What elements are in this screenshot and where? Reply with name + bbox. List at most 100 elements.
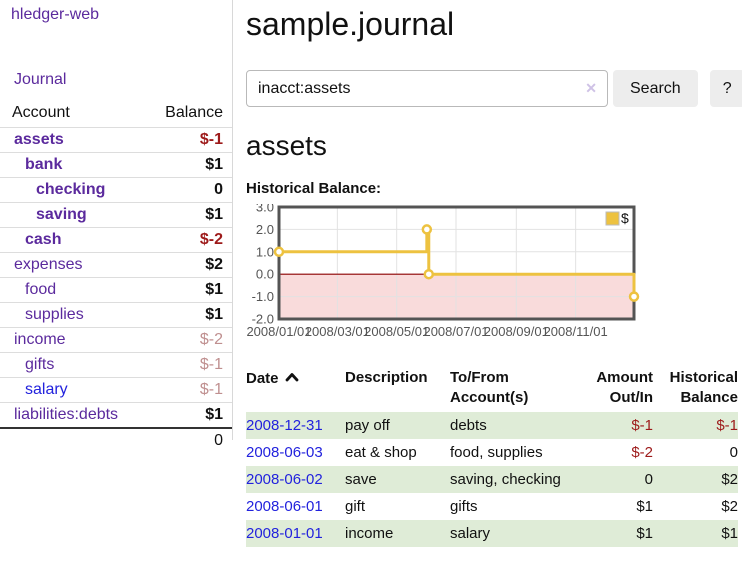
account-row: liabilities:debts $1 xyxy=(0,402,232,429)
svg-text:2008/11/01: 2008/11/01 xyxy=(544,324,608,339)
search-input[interactable] xyxy=(246,70,608,107)
sidebar-account-income[interactable]: income xyxy=(14,331,66,348)
svg-text:2008/01/01: 2008/01/01 xyxy=(246,324,311,339)
account-balance: $2 xyxy=(205,256,223,273)
svg-text:0.0: 0.0 xyxy=(256,267,274,282)
sidebar-account-checking[interactable]: checking xyxy=(36,181,106,198)
sidebar-account-food[interactable]: food xyxy=(25,281,57,298)
account-balance: 0 xyxy=(214,181,223,198)
transaction-description: gift xyxy=(345,498,366,515)
svg-text:2008/07/01: 2008/07/01 xyxy=(423,324,488,339)
transaction-description: income xyxy=(345,525,394,542)
historical-balance-chart: $3.0 2.0 1.0 0.0 -1.0 -2.0 2008/01/01 2008/03/0… xyxy=(246,200,742,349)
transaction-date-link[interactable]: 2008-06-02 xyxy=(246,471,323,488)
sidebar-item-journal[interactable]: Journal xyxy=(14,71,67,88)
transaction-amount: $1 xyxy=(636,525,653,542)
transaction-amount: $-1 xyxy=(631,417,653,434)
transaction-accounts: gifts xyxy=(450,498,478,515)
transaction-balance: $1 xyxy=(721,525,738,542)
svg-text:1.0: 1.0 xyxy=(256,244,274,259)
svg-text:-2.0: -2.0 xyxy=(252,312,274,327)
account-balance: $-2 xyxy=(199,231,223,248)
account-row: assets $-1 xyxy=(0,127,232,153)
transaction-accounts: food, supplies xyxy=(450,444,543,461)
balance-chart-svg: $3.0 2.0 1.0 0.0 -1.0 -2.02008/01/012008/03/0… xyxy=(246,200,640,339)
account-balance: $-2 xyxy=(199,331,223,348)
transaction-date-link[interactable]: 2008-12-31 xyxy=(246,417,323,434)
transaction-accounts: debts xyxy=(450,417,487,434)
account-balance: $1 xyxy=(205,406,223,423)
transaction-accounts: salary xyxy=(450,525,491,542)
account-balance: $-1 xyxy=(199,356,223,373)
accounts-table-header-row: Account Balance xyxy=(0,102,232,128)
account-row: checking 0 xyxy=(0,177,232,203)
account-row: supplies $1 xyxy=(0,302,232,328)
sidebar-account-supplies[interactable]: supplies xyxy=(25,306,84,323)
transaction-description: pay off xyxy=(345,417,390,434)
search-box: ✕ xyxy=(246,70,608,107)
accounts-total-row: 0 xyxy=(0,428,232,453)
sidebar: hledger-web Journal Account Balance asse… xyxy=(0,0,233,449)
register-header-row: Date Description To/From Account(s) Amou… xyxy=(246,366,738,412)
app-title-link[interactable]: hledger-web xyxy=(11,6,100,23)
transaction-date-link[interactable]: 2008-06-01 xyxy=(246,498,323,515)
sidebar-account-expenses[interactable]: expenses xyxy=(14,256,83,273)
account-balance: $1 xyxy=(205,306,223,323)
page-title: sample.journal xyxy=(246,6,455,42)
account-balance: $1 xyxy=(205,156,223,173)
svg-text:2008/09/01: 2008/09/01 xyxy=(484,324,549,339)
accounts-table: Account Balance assets $-1 bank $1 checking 0… xyxy=(0,102,232,453)
svg-text:2008/03/01: 2008/03/01 xyxy=(305,324,370,339)
account-balance: $-1 xyxy=(199,131,223,148)
svg-text:2008/05/01: 2008/05/01 xyxy=(364,324,429,339)
transaction-balance: 0 xyxy=(729,444,738,461)
accounts-header-balance: Balance xyxy=(165,104,223,121)
register-header-date[interactable]: Date xyxy=(246,366,345,412)
transaction-date-link[interactable]: 2008-06-03 xyxy=(246,444,323,461)
transaction-balance: $2 xyxy=(721,498,738,515)
sidebar-account-gifts[interactable]: gifts xyxy=(25,356,55,373)
sidebar-account-salary[interactable]: salary xyxy=(25,381,68,398)
svg-text:$: $ xyxy=(621,210,629,226)
register-header-account: To/From Account(s) xyxy=(450,369,529,406)
sidebar-account-assets[interactable]: assets xyxy=(14,131,64,148)
chart-title: Historical Balance: xyxy=(246,180,382,197)
sidebar-account-liabilities-debts[interactable]: liabilities:debts xyxy=(14,406,119,423)
search-form: ✕ Search ? xyxy=(246,70,742,107)
main-content: sample.journal ✕ Search ? assets Histori… xyxy=(233,0,742,547)
register-header-description: Description xyxy=(345,369,428,386)
register-header-amount: Amount Out/In xyxy=(596,369,653,406)
search-button[interactable]: Search xyxy=(613,70,698,107)
sidebar-account-saving[interactable]: saving xyxy=(36,206,87,223)
account-row: food $1 xyxy=(0,277,232,303)
transaction-description: eat & shop xyxy=(345,444,417,461)
register-row: 2008-06-03 eat & shop food, supplies $-2 0 xyxy=(246,439,738,466)
register-table: Date Description To/From Account(s) Amou… xyxy=(246,366,738,547)
register-row: 2008-12-31 pay off debts $-1 $-1 xyxy=(246,412,738,439)
account-row: bank $1 xyxy=(0,152,232,178)
transaction-balance: $-1 xyxy=(716,417,738,434)
account-row: saving $1 xyxy=(0,202,232,228)
account-row: income $-2 xyxy=(0,327,232,353)
help-button[interactable]: ? xyxy=(709,70,742,107)
register-header-balance: Historical Balance xyxy=(669,369,738,406)
transaction-balance: $2 xyxy=(721,471,738,488)
clear-search-icon[interactable]: ✕ xyxy=(585,80,597,96)
sort-ascending-icon xyxy=(285,368,299,388)
account-row: expenses $2 xyxy=(0,252,232,278)
account-balance: $1 xyxy=(205,206,223,223)
account-row: cash $-2 xyxy=(0,227,232,253)
register-row: 2008-06-02 save saving, checking 0 $2 xyxy=(246,466,738,493)
account-balance: $1 xyxy=(205,281,223,298)
transaction-amount: $-2 xyxy=(631,444,653,461)
account-heading: assets xyxy=(246,130,327,161)
account-balance: $-1 xyxy=(199,381,223,398)
account-row: salary $-1 xyxy=(0,377,232,403)
transaction-amount: 0 xyxy=(644,471,653,488)
transaction-description: save xyxy=(345,471,377,488)
transaction-date-link[interactable]: 2008-01-01 xyxy=(246,525,323,542)
transaction-amount: $1 xyxy=(636,498,653,515)
sidebar-account-cash[interactable]: cash xyxy=(25,231,62,248)
sidebar-account-bank[interactable]: bank xyxy=(25,156,63,173)
